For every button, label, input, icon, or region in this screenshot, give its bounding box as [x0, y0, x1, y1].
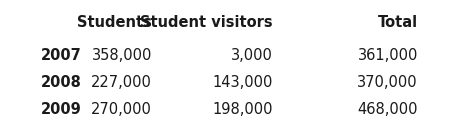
- Text: Total: Total: [378, 15, 418, 30]
- Text: 2007: 2007: [40, 48, 81, 63]
- Text: 358,000: 358,000: [92, 48, 152, 63]
- Text: 198,000: 198,000: [213, 102, 273, 117]
- Text: 2008: 2008: [40, 75, 81, 90]
- Text: 227,000: 227,000: [91, 75, 152, 90]
- Text: 3,000: 3,000: [231, 48, 273, 63]
- Text: 361,000: 361,000: [358, 48, 418, 63]
- Text: 468,000: 468,000: [358, 102, 418, 117]
- Text: 2009: 2009: [40, 102, 81, 117]
- Text: Student visitors: Student visitors: [141, 15, 273, 30]
- Text: 370,000: 370,000: [357, 75, 418, 90]
- Text: Students: Students: [77, 15, 152, 30]
- Text: 143,000: 143,000: [213, 75, 273, 90]
- Text: 270,000: 270,000: [91, 102, 152, 117]
